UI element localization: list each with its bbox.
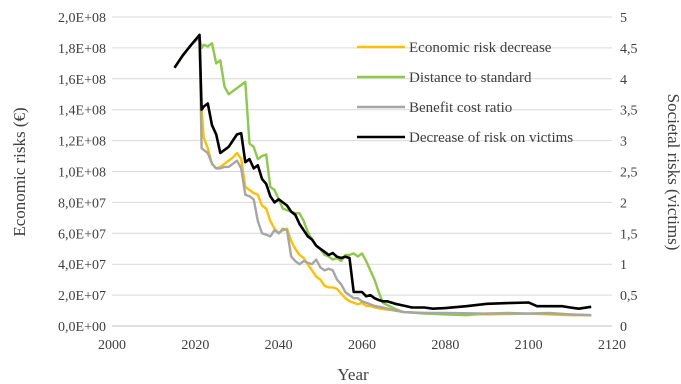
x-axis-title: Year (337, 365, 369, 384)
series-layer (173, 33, 592, 317)
x-tick-label: 2120 (598, 338, 626, 353)
right-tick-label: 2,5 (620, 166, 638, 181)
left-tick-label: 2,0E+08 (58, 11, 106, 26)
left-axis-ticks: 0,0E+00 2,0E+07 4,0E+07 6,0E+07 8,0E+07 1,0E+… (58, 11, 106, 335)
legend: Economic risk decrease Distance to standa… (357, 40, 573, 146)
legend-label: Economic risk decrease (409, 40, 552, 56)
x-axis-ticks: 2000 2020 2040 2060 2080 2100 2120 (98, 338, 626, 353)
left-tick-label: 8,0E+07 (58, 196, 106, 211)
left-tick-label: 0,0E+00 (58, 320, 106, 335)
right-tick-label: 2 (620, 196, 627, 211)
left-axis-title: Economic risks (€) (10, 107, 29, 236)
legend-label: Decrease of risk on victims (409, 130, 573, 146)
left-tick-label: 1,4E+08 (58, 104, 106, 119)
right-axis-title: Societal risks (victims) (664, 94, 681, 251)
left-tick-label: 1,6E+08 (58, 73, 106, 88)
right-tick-label: 0 (620, 320, 627, 335)
right-tick-label: 1,5 (620, 227, 638, 242)
series-line-1 (173, 35, 592, 317)
right-tick-label: 3 (620, 135, 627, 150)
x-tick-label: 2000 (98, 338, 126, 353)
left-tick-label: 1,8E+08 (58, 42, 106, 57)
right-tick-label: 1 (620, 258, 627, 273)
x-tick-label: 2080 (431, 338, 459, 353)
right-axis-ticks: 0 0,5 1 1,5 2 2,5 3 3,5 4 4,5 5 (620, 11, 638, 335)
right-tick-label: 4 (620, 73, 627, 88)
left-tick-label: 2,0E+07 (58, 289, 106, 304)
legend-label: Distance to standard (409, 70, 532, 86)
left-tick-label: 4,0E+07 (58, 258, 106, 273)
series-line-4 (173, 33, 592, 310)
x-tick-label: 2060 (348, 338, 376, 353)
right-tick-label: 3,5 (620, 104, 638, 119)
left-tick-label: 1,2E+08 (58, 135, 106, 150)
right-tick-label: 5 (620, 11, 627, 26)
series-line-3 (173, 35, 592, 317)
left-tick-label: 1,0E+08 (58, 166, 106, 181)
right-tick-label: 0,5 (620, 289, 638, 304)
series-line-2 (173, 35, 592, 317)
left-tick-label: 6,0E+07 (58, 227, 106, 242)
x-tick-label: 2040 (265, 338, 293, 353)
right-tick-label: 4,5 (620, 42, 638, 57)
legend-label: Benefit cost ratio (409, 100, 512, 116)
x-tick-label: 2020 (181, 338, 209, 353)
x-tick-label: 2100 (515, 338, 543, 353)
